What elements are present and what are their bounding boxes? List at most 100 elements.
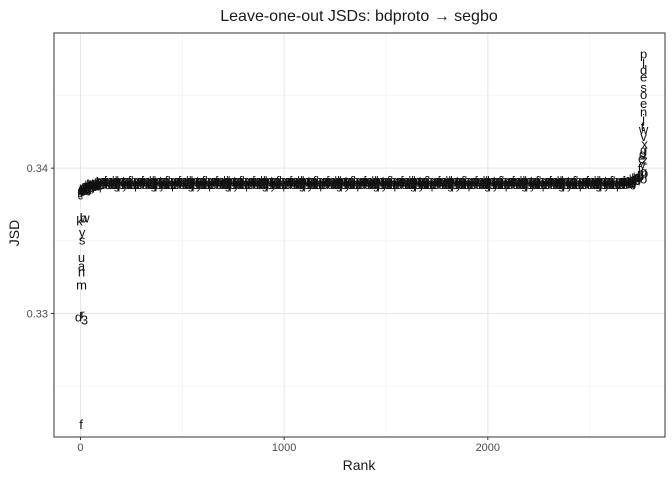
data-point-label: e [384, 180, 390, 192]
data-point-label: i [278, 175, 280, 187]
data-point-label: c [137, 180, 143, 192]
data-point-label: k [462, 180, 468, 192]
data-point-label: c [544, 180, 550, 192]
data-point-label: n [426, 180, 432, 192]
data-point-label: r [108, 180, 112, 192]
data-point-label: u [182, 180, 188, 192]
data-point-label: o [340, 178, 346, 190]
data-point-label: d [78, 183, 84, 195]
data-point-label: j [375, 180, 378, 192]
data-point-label: t [530, 175, 533, 187]
data-point-label: t [171, 180, 174, 192]
data-point-label: a [99, 175, 106, 187]
data-point-label: z [569, 175, 575, 187]
data-point-label: d [323, 175, 329, 187]
data-point-label: y [639, 157, 646, 172]
data-point-label: q [390, 180, 396, 192]
data-point-label: y [196, 180, 202, 192]
data-point-label: z [84, 182, 90, 194]
data-point-label: k [265, 175, 271, 187]
data-point-label: w [132, 180, 141, 192]
data-point-label: t [109, 178, 112, 190]
data-point-label: a [309, 178, 316, 190]
data-point-label: s [577, 178, 583, 190]
data-point-label: z [111, 178, 117, 190]
data-point-label: e [175, 178, 181, 190]
data-point-label: z [506, 180, 512, 192]
data-point-label: e [638, 151, 645, 166]
data-point-label: h [324, 178, 330, 190]
data-point-label: o [266, 178, 272, 190]
data-point-label: k [549, 178, 555, 190]
data-point-label: t [345, 175, 348, 187]
data-point-label: r [232, 178, 236, 190]
data-point-label: c [396, 180, 402, 192]
data-point-label: m [326, 175, 335, 187]
data-point-label: e [249, 178, 255, 190]
data-point-label: k [326, 178, 332, 190]
data-point-label: n [611, 180, 617, 192]
data-point-label: b [99, 178, 105, 190]
data-point-label: f [239, 175, 243, 187]
data-point-label: z [469, 180, 475, 192]
data-point-label: x [209, 175, 215, 187]
data-point-label: u [78, 250, 85, 265]
data-point-label: j [203, 178, 206, 190]
data-point-label: a [247, 175, 254, 187]
y-tick-label: 0.33 [27, 308, 48, 320]
data-point-label: e [397, 178, 403, 190]
data-point-label: s [219, 175, 225, 187]
data-point-label: e [360, 178, 366, 190]
data-point-label: a [285, 175, 292, 187]
data-point-label: p [255, 175, 261, 187]
data-point-label: t [567, 175, 570, 187]
data-point-label: v [369, 175, 375, 187]
data-point-label: s [466, 178, 472, 190]
data-point-label: s [244, 178, 250, 190]
data-point-label: i [191, 178, 193, 190]
data-point-label: w [107, 178, 116, 190]
data-point-label: d [570, 178, 576, 190]
data-point-label: p [377, 180, 383, 192]
data-point-label: z [172, 180, 178, 192]
data-point-label: k [191, 175, 197, 187]
data-point-label: r [182, 180, 186, 192]
data-point-label: s [516, 175, 522, 187]
data-point-label: h [115, 175, 121, 187]
data-point-label: j [95, 179, 98, 191]
data-point-label: a [272, 178, 279, 190]
data-point-label: n [377, 175, 383, 187]
data-point-label: p [563, 180, 569, 192]
data-point-label: u [256, 180, 262, 192]
data-point-label: u [219, 180, 225, 192]
data-point-label: t [627, 177, 630, 189]
data-point-label: d [545, 175, 551, 187]
data-point-label: f [79, 417, 83, 432]
data-point-label: c [433, 180, 439, 192]
data-point-label: a [359, 175, 366, 187]
data-point-label: u [245, 175, 251, 187]
data-point-label: f [139, 180, 143, 192]
data-point-label: l [179, 180, 181, 192]
data-point-label: f [87, 181, 91, 193]
data-point-label: b [247, 178, 253, 190]
data-point-label: c [581, 180, 587, 192]
data-point-label: k [94, 181, 100, 193]
data-point-label: d [557, 180, 563, 192]
data-point-label: b [198, 180, 204, 192]
data-point-label: u [195, 178, 201, 190]
data-point-label: g [386, 178, 392, 190]
data-point-label: x [283, 175, 289, 187]
data-point-label: n [451, 175, 457, 187]
data-point-label: g [188, 180, 194, 192]
data-point-label: k [80, 184, 86, 196]
data-point-label: p [292, 175, 298, 187]
data-point-label: d [92, 179, 98, 191]
data-point-label: b [149, 175, 155, 187]
data-point-label: x [83, 185, 89, 197]
data-point-label: v [591, 175, 597, 187]
data-point-label: d [334, 180, 340, 192]
data-point-label: m [165, 178, 174, 190]
data-point-label: s [169, 178, 175, 190]
data-point-label: x [345, 178, 351, 190]
